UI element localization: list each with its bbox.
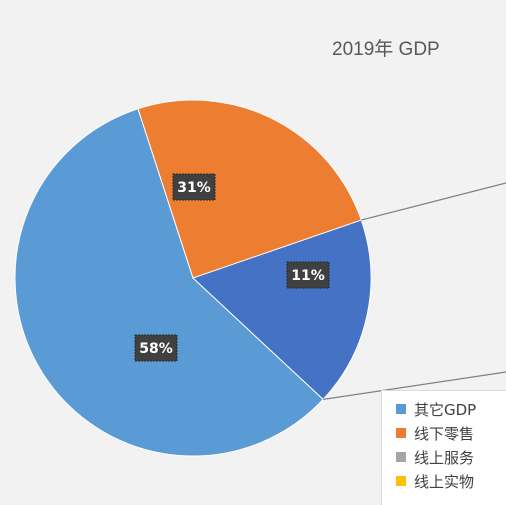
- legend-label: 线上实物: [414, 472, 475, 491]
- data-label-1: 31%: [172, 173, 216, 201]
- data-label-box: [286, 261, 330, 289]
- pie-slices: [14, 99, 372, 457]
- chart-legend: 其它GDP 线下零售 线上服务 线上实物: [381, 390, 506, 505]
- legend-item-online-services: 线上服务: [396, 445, 506, 469]
- legend-item-other-gdp: 其它GDP: [396, 397, 506, 421]
- legend-label: 线下零售: [414, 424, 475, 443]
- legend-swatch: [396, 404, 406, 414]
- data-label-text: 11%: [291, 268, 325, 284]
- breakout-lines: [323, 182, 506, 400]
- chart-title: 2019年 GDP: [332, 39, 440, 60]
- slice-other-gdp: [14, 108, 324, 457]
- slice-offline-retail: [137, 99, 369, 279]
- data-label-text: 31%: [177, 180, 211, 196]
- data-label-box: [172, 173, 216, 201]
- legend-item-online-goods: 线上实物: [396, 469, 506, 493]
- legend-label: 线上服务: [414, 448, 475, 467]
- breakout-line-top: [361, 182, 506, 221]
- legend-swatch: [396, 476, 406, 486]
- legend-item-offline-retail: 线下零售: [396, 421, 506, 445]
- legend-swatch: [396, 428, 406, 438]
- breakout-line-bottom: [323, 371, 506, 400]
- data-label-2: 11%: [286, 261, 330, 289]
- data-labels: 58% 31% 11%: [134, 173, 330, 362]
- data-label-box: [134, 334, 178, 362]
- data-label-0: 58%: [134, 334, 178, 362]
- data-label-text: 58%: [139, 341, 173, 357]
- legend-swatch: [396, 452, 406, 462]
- legend-label: 其它GDP: [414, 400, 477, 419]
